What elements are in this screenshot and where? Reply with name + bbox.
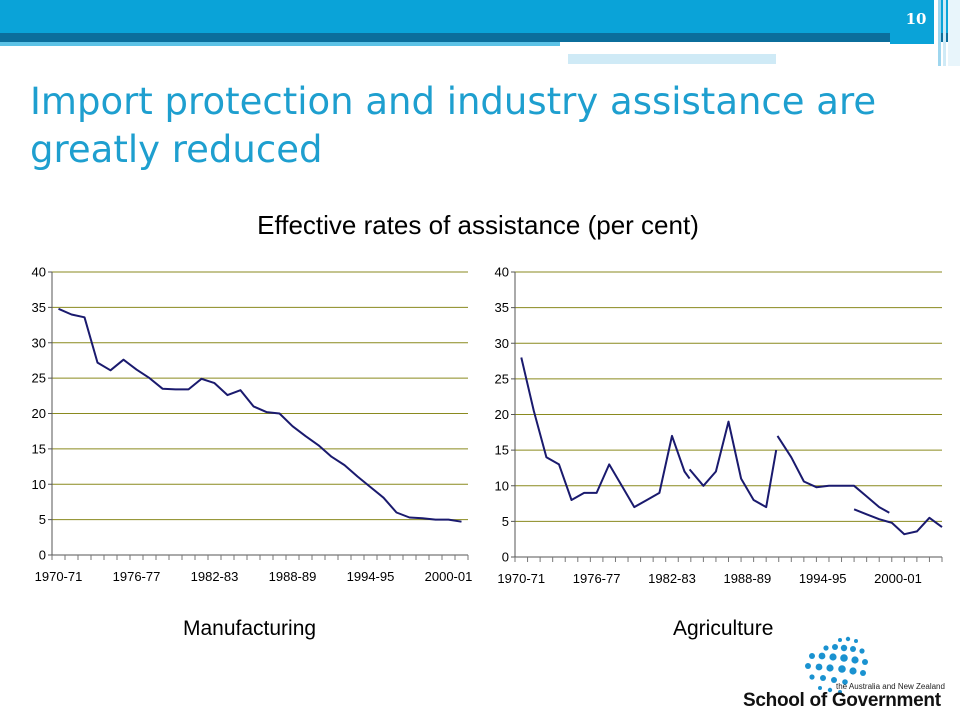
y-tick-label: 15 bbox=[32, 441, 46, 456]
y-tick-label: 20 bbox=[495, 407, 509, 422]
chart-heading: Effective rates of assistance (per cent) bbox=[257, 210, 699, 240]
y-tick-label: 20 bbox=[32, 406, 46, 421]
x-tick-label: 2000-01 bbox=[874, 571, 922, 586]
x-tick-label: 1988-89 bbox=[269, 569, 317, 584]
y-tick-label: 25 bbox=[495, 371, 509, 386]
x-tick-label: 1976-77 bbox=[573, 571, 621, 586]
x-tick-label: 1970-71 bbox=[497, 571, 545, 586]
slide-title: Import protection and industry assistanc… bbox=[30, 80, 877, 171]
x-tick-label: 1982-83 bbox=[191, 569, 239, 584]
school-logo-dots-icon bbox=[805, 636, 868, 694]
y-tick-label: 5 bbox=[502, 514, 509, 529]
logo-tagline: the Australia and New Zealand bbox=[836, 682, 945, 691]
y-tick-label: 35 bbox=[32, 300, 46, 315]
manufacturing-label: Manufacturing bbox=[183, 617, 317, 640]
x-tick-label: 1994-95 bbox=[799, 571, 847, 586]
y-tick-label: 0 bbox=[502, 550, 509, 565]
series-segment bbox=[688, 420, 778, 509]
x-tick-label: 1988-89 bbox=[723, 571, 771, 586]
x-tick-label: 1982-83 bbox=[648, 571, 696, 586]
x-tick-label: 2000-01 bbox=[425, 569, 473, 584]
x-tick-label: 1970-71 bbox=[35, 569, 83, 584]
series-segment bbox=[776, 435, 890, 514]
x-tick-label: 1976-77 bbox=[113, 569, 161, 584]
y-tick-label: 10 bbox=[495, 478, 509, 493]
y-tick-label: 40 bbox=[32, 265, 46, 280]
series-segment bbox=[853, 508, 943, 536]
x-tick-label: 1994-95 bbox=[347, 569, 395, 584]
y-tick-label: 0 bbox=[39, 548, 46, 563]
series-segment bbox=[520, 357, 691, 509]
y-tick-label: 15 bbox=[495, 443, 509, 458]
slide-number: 10 bbox=[905, 10, 927, 28]
y-tick-label: 5 bbox=[39, 512, 46, 527]
y-tick-label: 35 bbox=[495, 300, 509, 315]
y-tick-label: 30 bbox=[32, 335, 46, 350]
y-tick-label: 10 bbox=[32, 477, 46, 492]
y-tick-label: 30 bbox=[495, 336, 509, 351]
y-tick-label: 40 bbox=[495, 265, 509, 280]
agriculture-label: Agriculture bbox=[673, 617, 774, 640]
y-tick-label: 25 bbox=[32, 371, 46, 386]
logo-wordmark: School of Government bbox=[743, 690, 941, 711]
series-line bbox=[58, 307, 462, 523]
header-banner bbox=[0, 0, 960, 66]
